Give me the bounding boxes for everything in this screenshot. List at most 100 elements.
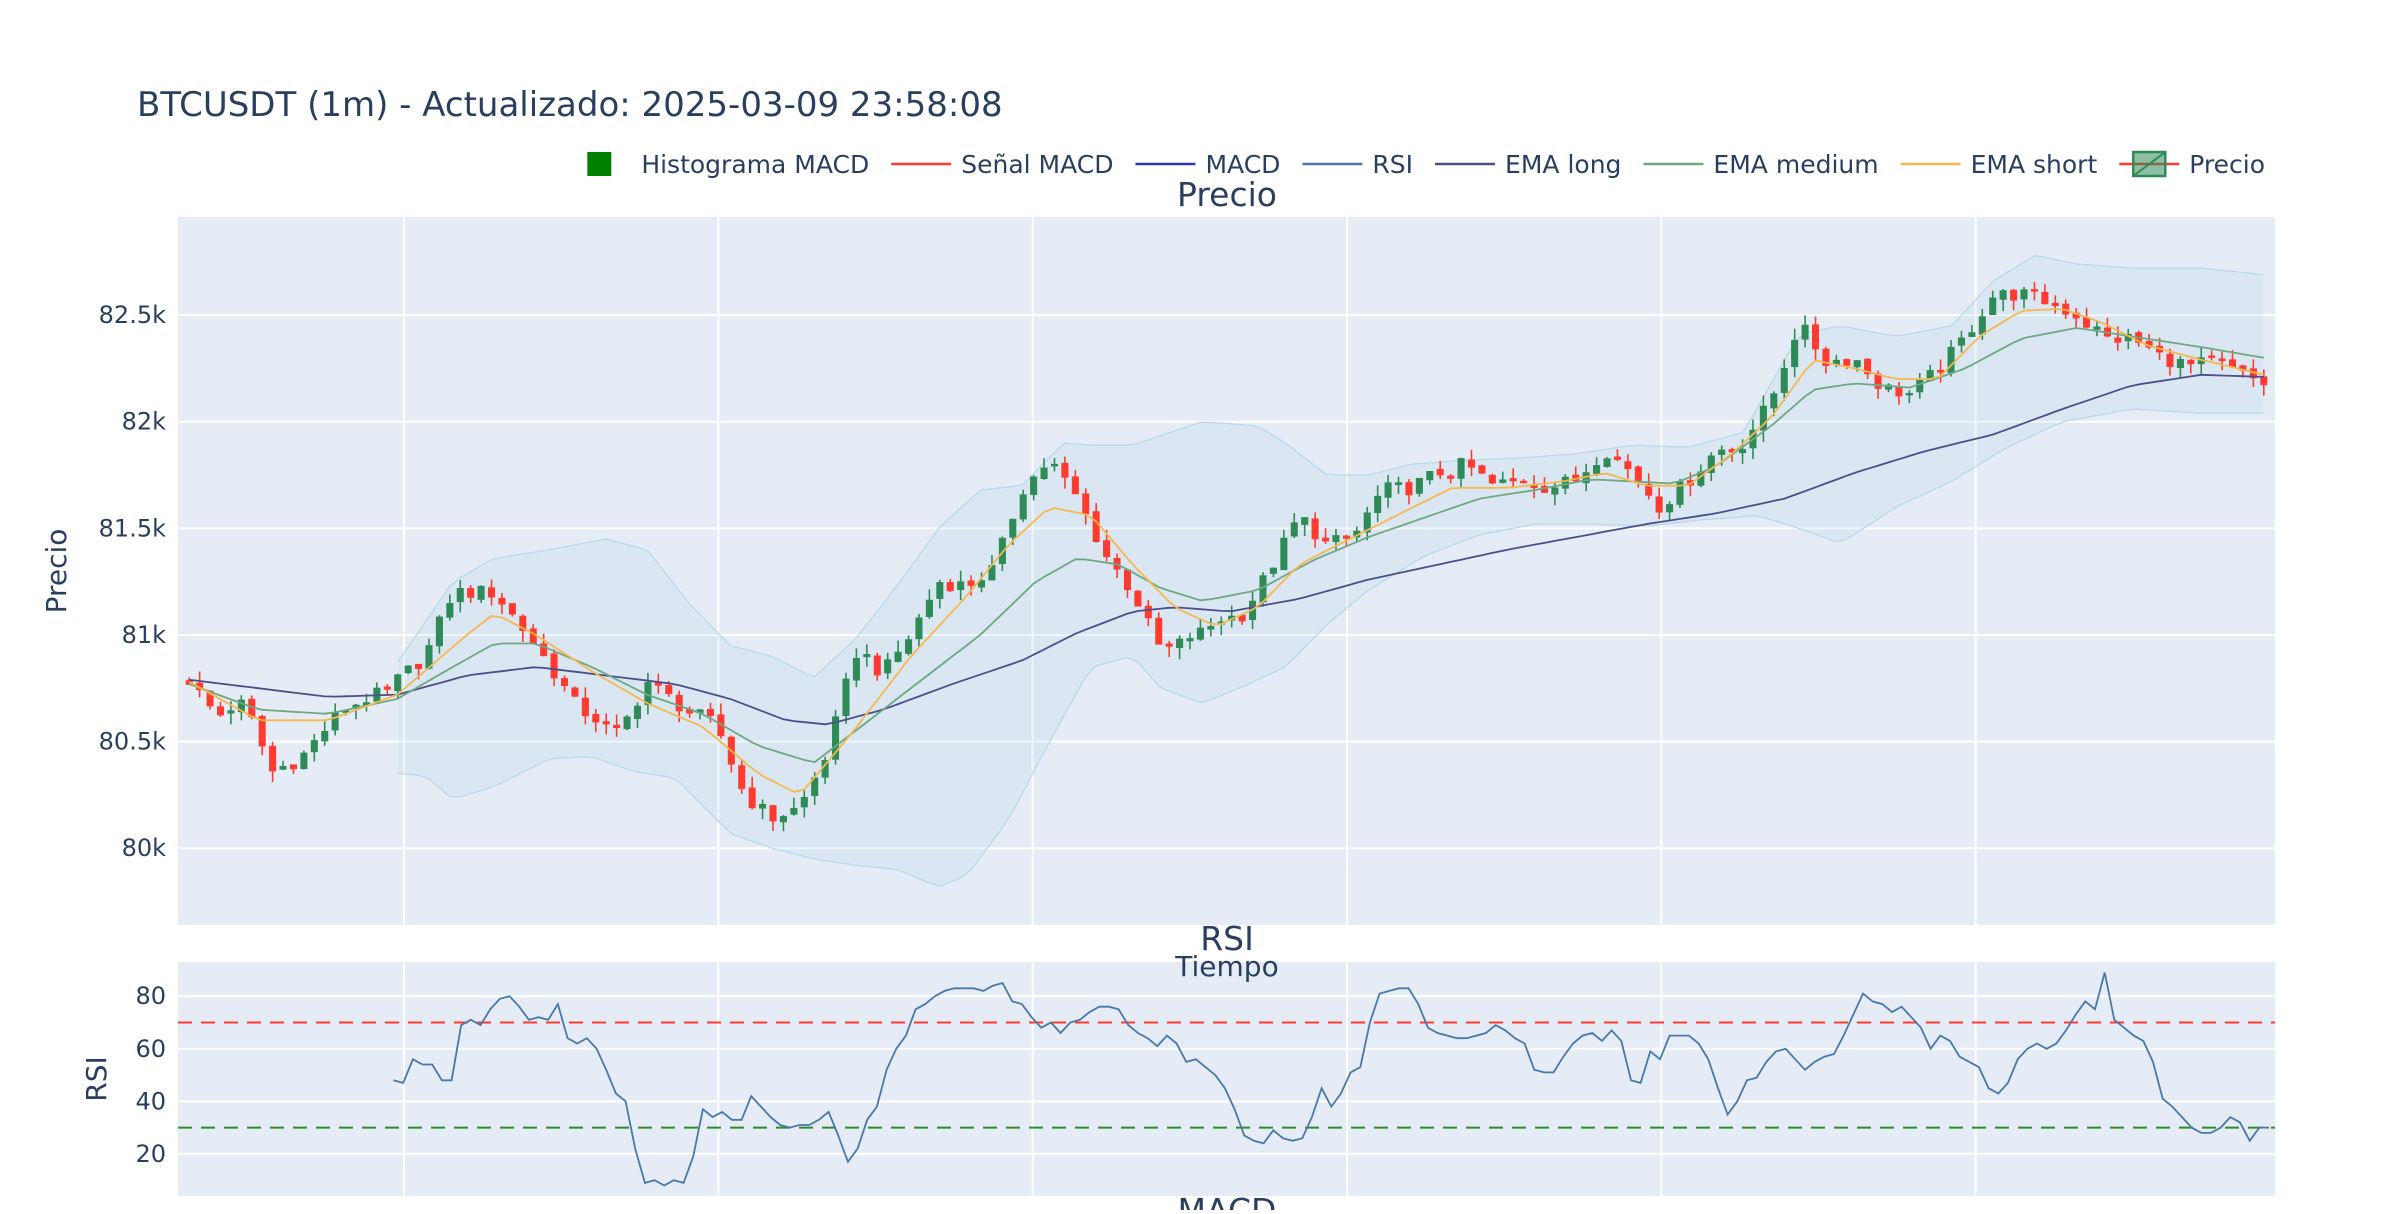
candle-increasing bbox=[832, 716, 840, 760]
candle-increasing bbox=[623, 716, 631, 730]
candle-decreasing bbox=[1822, 348, 1830, 366]
candle-increasing bbox=[1394, 482, 1403, 486]
candle-increasing bbox=[842, 678, 850, 716]
price-y-tick-label: 80k bbox=[122, 834, 167, 862]
candle-decreasing bbox=[1123, 569, 1131, 591]
candle-increasing bbox=[1801, 324, 1809, 340]
candle-decreasing bbox=[571, 687, 579, 697]
legend-item: Precio bbox=[2119, 150, 2265, 179]
price-gridlines bbox=[178, 217, 2275, 925]
candle-increasing bbox=[477, 585, 485, 600]
candle-decreasing bbox=[1342, 535, 1350, 539]
candle-decreasing bbox=[488, 587, 496, 598]
candle-decreasing bbox=[216, 706, 225, 716]
candle-decreasing bbox=[613, 724, 621, 728]
candle-increasing bbox=[1457, 458, 1465, 479]
candle-increasing bbox=[915, 617, 923, 640]
candle-decreasing bbox=[498, 597, 506, 605]
candle-decreasing bbox=[550, 653, 558, 679]
candle-decreasing bbox=[1322, 537, 1330, 542]
candle-decreasing bbox=[540, 643, 548, 657]
bollinger-bands bbox=[397, 254, 2264, 887]
candle-increasing bbox=[1759, 405, 1767, 431]
candle-decreasing bbox=[2030, 289, 2038, 292]
rsi-y-tick-labels: 20 40 60 80 bbox=[135, 982, 166, 1168]
candle-decreasing bbox=[1613, 456, 1621, 460]
candle-increasing bbox=[2176, 359, 2184, 368]
candle-increasing bbox=[1603, 458, 1611, 467]
candle-decreasing bbox=[258, 716, 266, 747]
candle-decreasing bbox=[1436, 468, 1444, 476]
candle-increasing bbox=[1374, 495, 1382, 513]
candle-increasing bbox=[2020, 289, 2028, 300]
candle-decreasing bbox=[1811, 324, 1820, 350]
price-y-tick-labels: 80k 80.5k 81k 81.5k 82k 82.5k bbox=[99, 301, 166, 862]
candle-increasing bbox=[1499, 479, 1507, 483]
candle-increasing bbox=[331, 711, 339, 731]
price-y-tick-label: 82.5k bbox=[99, 301, 166, 329]
legend-item: MACD bbox=[1135, 150, 1280, 179]
candle-increasing bbox=[1196, 627, 1204, 640]
candle-decreasing bbox=[2051, 302, 2059, 307]
candle-decreasing bbox=[1843, 359, 1851, 366]
legend-label: Señal MACD bbox=[961, 150, 1113, 179]
ema-lines bbox=[188, 308, 2265, 793]
ema-medium-line bbox=[188, 327, 2264, 764]
candle-decreasing bbox=[581, 697, 589, 717]
candle-decreasing bbox=[1520, 480, 1528, 484]
candle-increasing bbox=[1707, 455, 1715, 473]
candle-increasing bbox=[1791, 339, 1799, 368]
candle-decreasing bbox=[873, 655, 881, 676]
candle-increasing bbox=[1269, 567, 1277, 574]
chart-title: BTCUSDT (1m) - Actualizado: 2025-03-09 2… bbox=[137, 85, 1003, 125]
candle-decreasing bbox=[1144, 605, 1152, 619]
legend-swatch-square bbox=[587, 152, 612, 176]
candle-increasing bbox=[1384, 482, 1392, 498]
candle-decreasing bbox=[1488, 474, 1496, 484]
rsi-y-axis-title: RSI bbox=[80, 1056, 113, 1102]
candle-increasing bbox=[1718, 449, 1726, 455]
candle-decreasing bbox=[2218, 358, 2226, 362]
candle-increasing bbox=[800, 797, 808, 808]
candle-increasing bbox=[300, 752, 308, 770]
candle-increasing bbox=[1426, 471, 1434, 481]
candle-decreasing bbox=[2260, 376, 2268, 386]
legend-label: EMA long bbox=[1505, 150, 1621, 179]
candle-increasing bbox=[1301, 517, 1309, 525]
candle-decreasing bbox=[2187, 359, 2195, 365]
price-y-tick-label: 81k bbox=[122, 621, 167, 649]
candle-increasing bbox=[1207, 626, 1215, 630]
rsi-y-tick-label: 40 bbox=[135, 1087, 166, 1115]
candle-decreasing bbox=[967, 580, 975, 586]
candle-increasing bbox=[1030, 476, 1038, 495]
ema-short-line bbox=[188, 308, 2265, 793]
rsi-y-tick-label: 60 bbox=[135, 1035, 166, 1063]
candle-decreasing bbox=[1405, 482, 1413, 496]
legend-item: EMA short bbox=[1900, 150, 2097, 179]
legend-item: EMA medium bbox=[1643, 150, 1879, 179]
candle-decreasing bbox=[1624, 461, 1632, 470]
candle-increasing bbox=[1332, 535, 1340, 543]
candle-decreasing bbox=[1874, 373, 1882, 389]
candle-decreasing bbox=[2208, 355, 2216, 358]
price-y-tick-label: 82k bbox=[122, 408, 167, 436]
candle-decreasing bbox=[675, 694, 683, 712]
legend-label: Histograma MACD bbox=[641, 150, 869, 179]
candle-increasing bbox=[905, 639, 913, 654]
legend-swatch-candle-diagonal bbox=[2132, 151, 2166, 177]
candle-decreasing bbox=[1634, 466, 1642, 483]
candle-decreasing bbox=[592, 713, 600, 723]
candle-increasing bbox=[1999, 290, 2007, 300]
candle-increasing bbox=[977, 580, 986, 588]
candle-increasing bbox=[1176, 638, 1184, 648]
candle-increasing bbox=[863, 654, 871, 658]
candle-increasing bbox=[1989, 297, 1997, 315]
rsi-line bbox=[393, 972, 2269, 1187]
candle-increasing bbox=[894, 651, 902, 662]
candle-decreasing bbox=[1134, 590, 1142, 607]
rsi-x-axis-title: Tiempo bbox=[1174, 950, 1278, 983]
candle-decreasing bbox=[1447, 475, 1455, 479]
candle-decreasing bbox=[769, 805, 777, 822]
